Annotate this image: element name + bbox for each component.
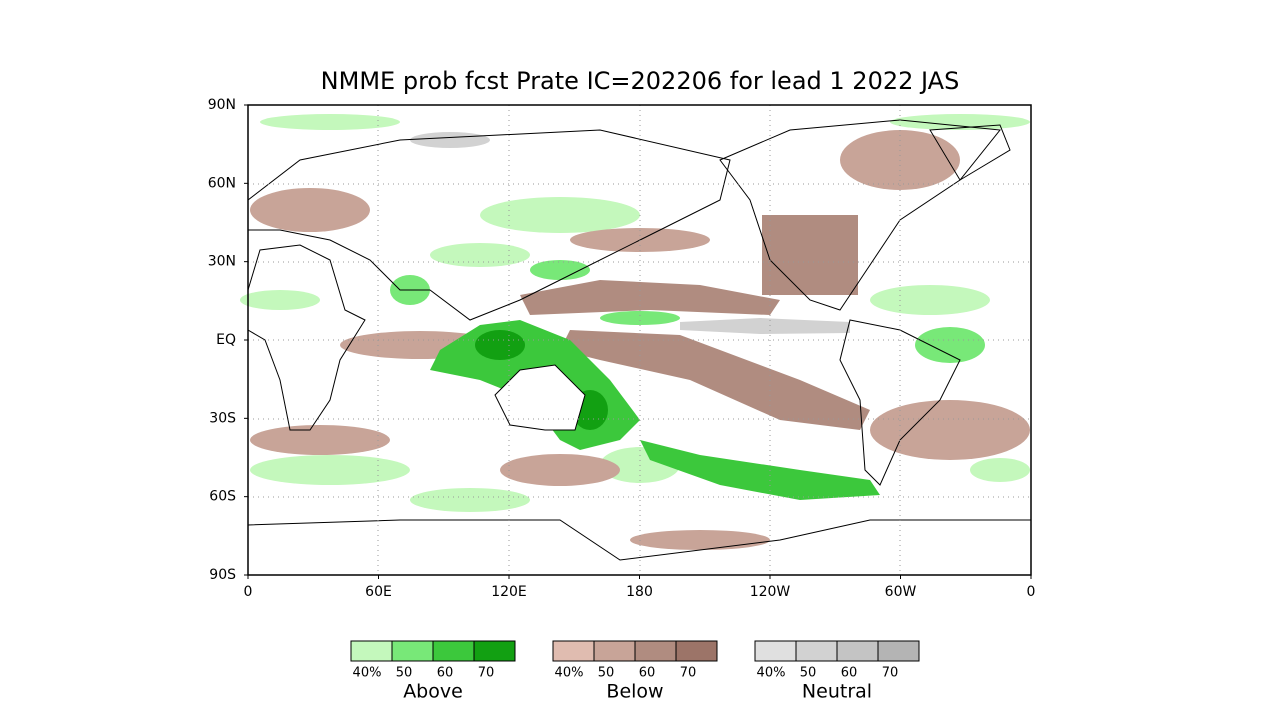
lon-label: 120E [491, 584, 527, 600]
legend-label: 60 [841, 666, 858, 681]
lon-label: 120W [750, 584, 791, 600]
legend-label: 40% [757, 666, 786, 681]
legend-swatch [836, 640, 879, 662]
legend-label: 40% [353, 666, 382, 681]
legend-label: 70 [478, 666, 495, 681]
legend-swatch [552, 640, 595, 662]
graticule [248, 105, 1031, 575]
legend-swatch [634, 640, 677, 662]
map-field [240, 104, 1032, 576]
below-high [520, 215, 870, 430]
legend-title: Above [403, 681, 463, 703]
legend-swatch [593, 640, 636, 662]
legend-swatch [754, 640, 797, 662]
legend-label: 50 [598, 666, 615, 681]
legend-swatch [795, 640, 838, 662]
coastlines [247, 119, 1031, 561]
lon-label: 0 [1027, 584, 1036, 600]
legend-swatch [432, 640, 475, 662]
lon-label: 0 [244, 584, 253, 600]
legend-label: 60 [437, 666, 454, 681]
legend-label: 60 [639, 666, 656, 681]
lat-label: 30N [208, 254, 236, 270]
legend-swatch [473, 640, 516, 662]
lat-label: 60N [208, 175, 236, 191]
legend-label: 70 [680, 666, 697, 681]
map-title: NMME prob fcst Prate IC=202206 for lead … [321, 67, 960, 95]
lon-label: 180 [626, 584, 653, 600]
lat-label: 90S [209, 567, 236, 583]
lon-label: 60E [365, 584, 392, 600]
lon-label: 60W [885, 584, 917, 600]
legend-swatch [675, 640, 718, 662]
legend-label: 40% [555, 666, 584, 681]
legend-swatch [877, 640, 920, 662]
lat-label: 60S [209, 489, 236, 505]
lat-label: 30S [209, 410, 236, 426]
lat-label: 90N [208, 97, 236, 113]
legend-title: Neutral [802, 681, 872, 703]
lat-label: EQ [216, 332, 236, 348]
legend-swatch [391, 640, 434, 662]
legend-label: 50 [396, 666, 413, 681]
legend-title: Below [606, 681, 663, 703]
legend-label: 50 [800, 666, 817, 681]
legend-swatch [350, 640, 393, 662]
legend-label: 70 [882, 666, 899, 681]
